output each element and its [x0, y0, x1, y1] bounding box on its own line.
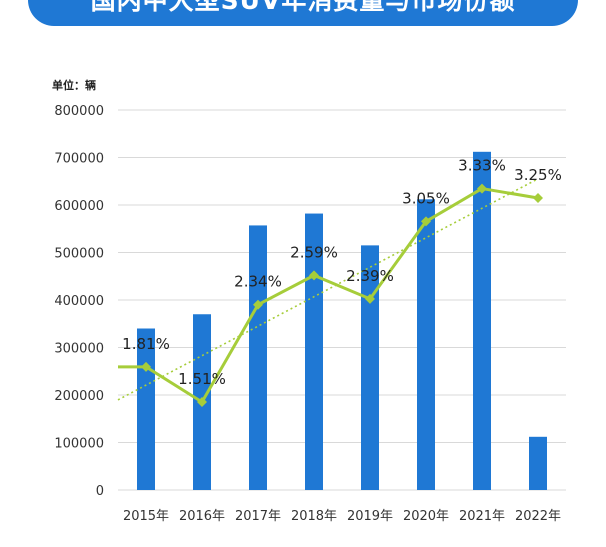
- y-tick-label: 500000: [54, 247, 104, 262]
- bar: [529, 436, 547, 490]
- share-label: 3.25%: [514, 166, 562, 184]
- trendline: [117, 178, 539, 401]
- y-tick-label: 400000: [54, 294, 104, 309]
- bars: [137, 151, 547, 491]
- share-point: [253, 299, 263, 310]
- share-label: 3.33%: [458, 157, 506, 175]
- share-point: [533, 192, 543, 203]
- y-tick-label: 600000: [54, 199, 104, 214]
- y-tick-label: 0: [96, 484, 104, 499]
- x-tick-label: 2019年: [347, 509, 393, 524]
- share-labels: 1.81% 1.51% 2.34% 2.59% 2.39% 3.05% 3.33% 3.25%: [122, 157, 562, 388]
- trendline-path: [117, 178, 539, 401]
- share-point: [309, 270, 319, 281]
- y-tick-label: 200000: [54, 389, 104, 404]
- share-label: 1.51%: [178, 370, 226, 388]
- bar: [473, 151, 491, 491]
- share-label: 1.81%: [122, 335, 170, 353]
- x-tick-label: 2017年: [235, 509, 281, 524]
- x-tick-label: 2020年: [403, 509, 449, 524]
- bar: [305, 213, 323, 491]
- x-tick-label: 2022年: [515, 509, 561, 524]
- share-label: 3.05%: [402, 189, 450, 207]
- share-point: [365, 293, 375, 304]
- share-point: [477, 183, 487, 194]
- share-label: 2.39%: [346, 267, 394, 285]
- share-point: [141, 361, 151, 372]
- x-tick-label: 2018年: [291, 509, 337, 524]
- share-line: [118, 183, 543, 408]
- x-tick-label: 2016年: [179, 509, 225, 524]
- y-tick-label: 100000: [54, 437, 104, 452]
- bar: [417, 199, 435, 491]
- share-label: 2.34%: [234, 273, 282, 291]
- y-tick-labels: 0 100000 200000 300000 400000 500000 600000 700…: [54, 104, 104, 499]
- share-label: 2.59%: [290, 243, 338, 261]
- bar: [361, 245, 379, 490]
- share-point: [197, 397, 207, 408]
- x-tick-label: 2021年: [459, 509, 505, 524]
- y-tick-label: 800000: [54, 104, 104, 119]
- chart-title: 国内中大型SUV年消费量与市场份额: [28, 0, 578, 26]
- x-tick-labels: 2015年 2016年 2017年 2018年 2019年 2020年 2021年 2022年: [123, 509, 561, 524]
- x-tick-label: 2015年: [123, 509, 169, 524]
- y-tick-label: 300000: [54, 342, 104, 357]
- unit-label: 单位：辆: [52, 78, 96, 92]
- bar: [249, 225, 267, 491]
- y-tick-label: 700000: [54, 152, 104, 167]
- gridlines: [118, 109, 566, 491]
- share-point: [421, 216, 431, 227]
